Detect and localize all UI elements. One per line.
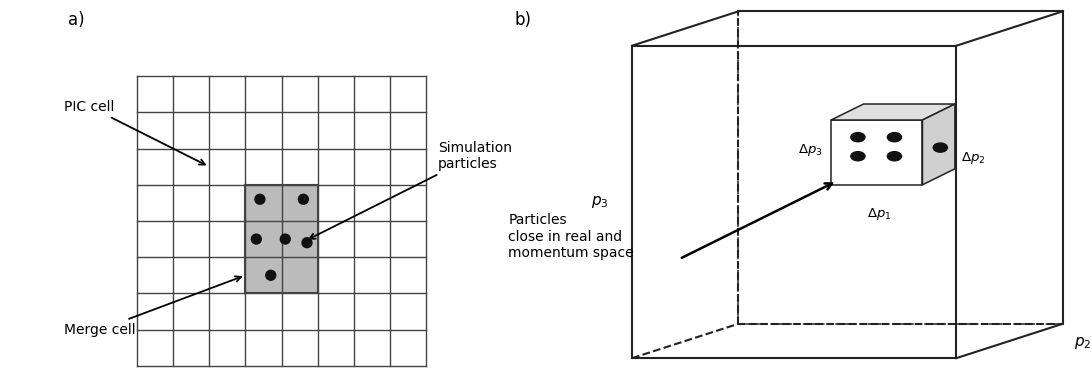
Circle shape <box>934 143 948 152</box>
Circle shape <box>888 152 902 161</box>
Circle shape <box>251 234 261 244</box>
Circle shape <box>298 194 308 204</box>
Polygon shape <box>831 104 954 120</box>
Text: PIC cell: PIC cell <box>64 100 205 165</box>
Circle shape <box>851 152 865 161</box>
Text: Merge cell: Merge cell <box>64 276 241 336</box>
Text: b): b) <box>514 11 531 29</box>
Circle shape <box>888 133 902 142</box>
Circle shape <box>281 234 290 244</box>
Circle shape <box>302 238 312 248</box>
Text: a): a) <box>69 11 85 29</box>
Text: $\Delta p_1$: $\Delta p_1$ <box>867 206 892 222</box>
Text: $p_3$: $p_3$ <box>591 194 608 210</box>
Circle shape <box>265 271 276 280</box>
Polygon shape <box>831 120 923 185</box>
Circle shape <box>254 194 265 204</box>
Polygon shape <box>923 104 954 185</box>
Text: Particles
close in real and
momentum space: Particles close in real and momentum spa… <box>508 213 633 260</box>
Text: $\Delta p_3$: $\Delta p_3$ <box>797 142 822 158</box>
Circle shape <box>851 133 865 142</box>
Text: $p_2$: $p_2$ <box>1075 335 1092 351</box>
Text: Simulation
particles: Simulation particles <box>309 141 512 239</box>
Bar <box>246 185 318 293</box>
Text: $\Delta p_2$: $\Delta p_2$ <box>961 150 985 166</box>
